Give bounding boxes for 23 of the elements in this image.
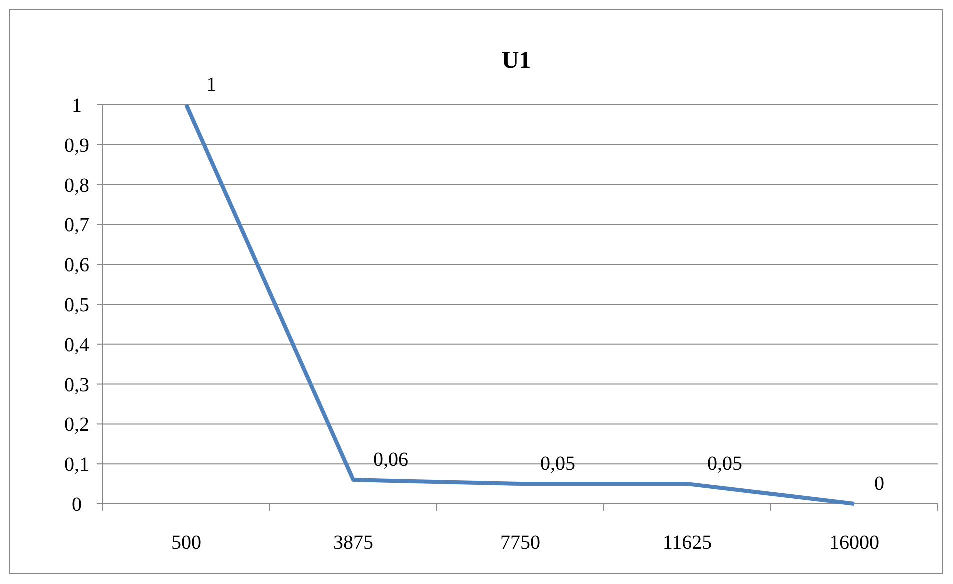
x-tick-label: 500 — [172, 532, 202, 554]
y-tick-label: 0,9 — [64, 134, 90, 157]
y-tick-label: 0,8 — [64, 174, 90, 197]
y-tick-label: 0,5 — [64, 294, 90, 316]
x-tick-label: 7750 — [500, 532, 540, 554]
y-tick-label: 0,4 — [64, 334, 90, 356]
y-tick-label: 0,2 — [64, 414, 90, 436]
chart-title: U1 — [502, 48, 532, 74]
x-tick-label: 11625 — [662, 532, 712, 554]
data-label: 0,05 — [708, 453, 742, 476]
data-label: 0,06 — [374, 449, 408, 472]
y-tick-label: 0,7 — [64, 214, 90, 237]
x-tick-label: 16000 — [830, 532, 880, 554]
line-series — [184, 103, 856, 506]
y-tick-label: 0,3 — [64, 374, 90, 396]
y-tick-label: 0 — [72, 494, 82, 516]
x-tick-label: 3875 — [334, 532, 374, 554]
data-label: 0,05 — [540, 453, 576, 476]
y-tick-label: 0,1 — [64, 454, 90, 476]
y-tick-label: 1 — [72, 95, 82, 117]
data-label: 1 — [206, 74, 216, 96]
y-tick-label: 0,6 — [64, 254, 90, 277]
data-label: 0 — [874, 473, 884, 495]
